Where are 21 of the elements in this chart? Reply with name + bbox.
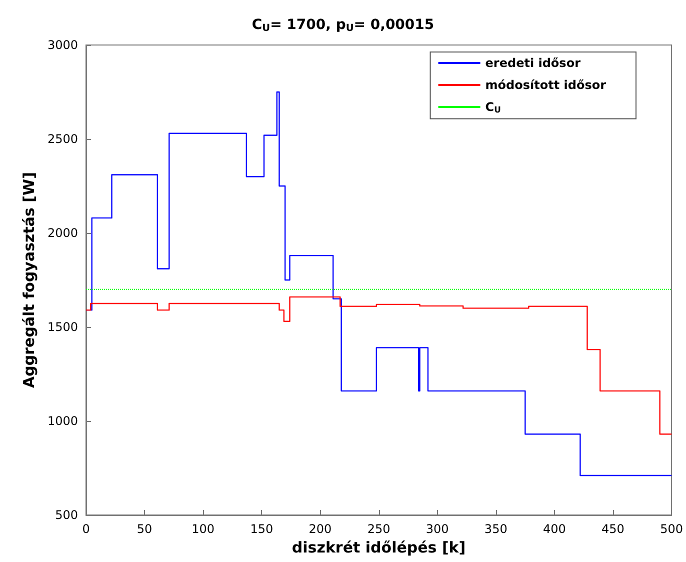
y-tick-label: 1500 [47,320,78,334]
x-tick-label: 400 [542,522,566,536]
y-tick-label: 3000 [47,38,78,52]
x-tick-label: 50 [136,522,152,536]
legend-label: módosított idősor [485,78,606,92]
y-axis-title: Aggregált fogyasztás [W] [20,172,38,388]
x-tick-label: 150 [250,522,274,536]
x-tick-label: 100 [192,522,215,536]
x-axis-title: diszkrét időlépés [k] [292,538,466,556]
y-tick-label: 2500 [47,132,78,146]
x-tick-label: 200 [308,522,332,536]
x-tick-label: 350 [484,522,508,536]
legend-label: eredeti idősor [485,56,581,70]
x-tick-label: 0 [82,522,90,536]
x-tick-label: 300 [426,522,449,536]
y-tick-label: 500 [55,508,78,522]
y-tick-label: 1000 [47,414,78,428]
x-tick-label: 450 [602,522,624,536]
x-tick-label: 250 [367,522,390,536]
y-tick-label: 2000 [47,226,78,240]
x-tick-label: 500 [660,522,683,536]
